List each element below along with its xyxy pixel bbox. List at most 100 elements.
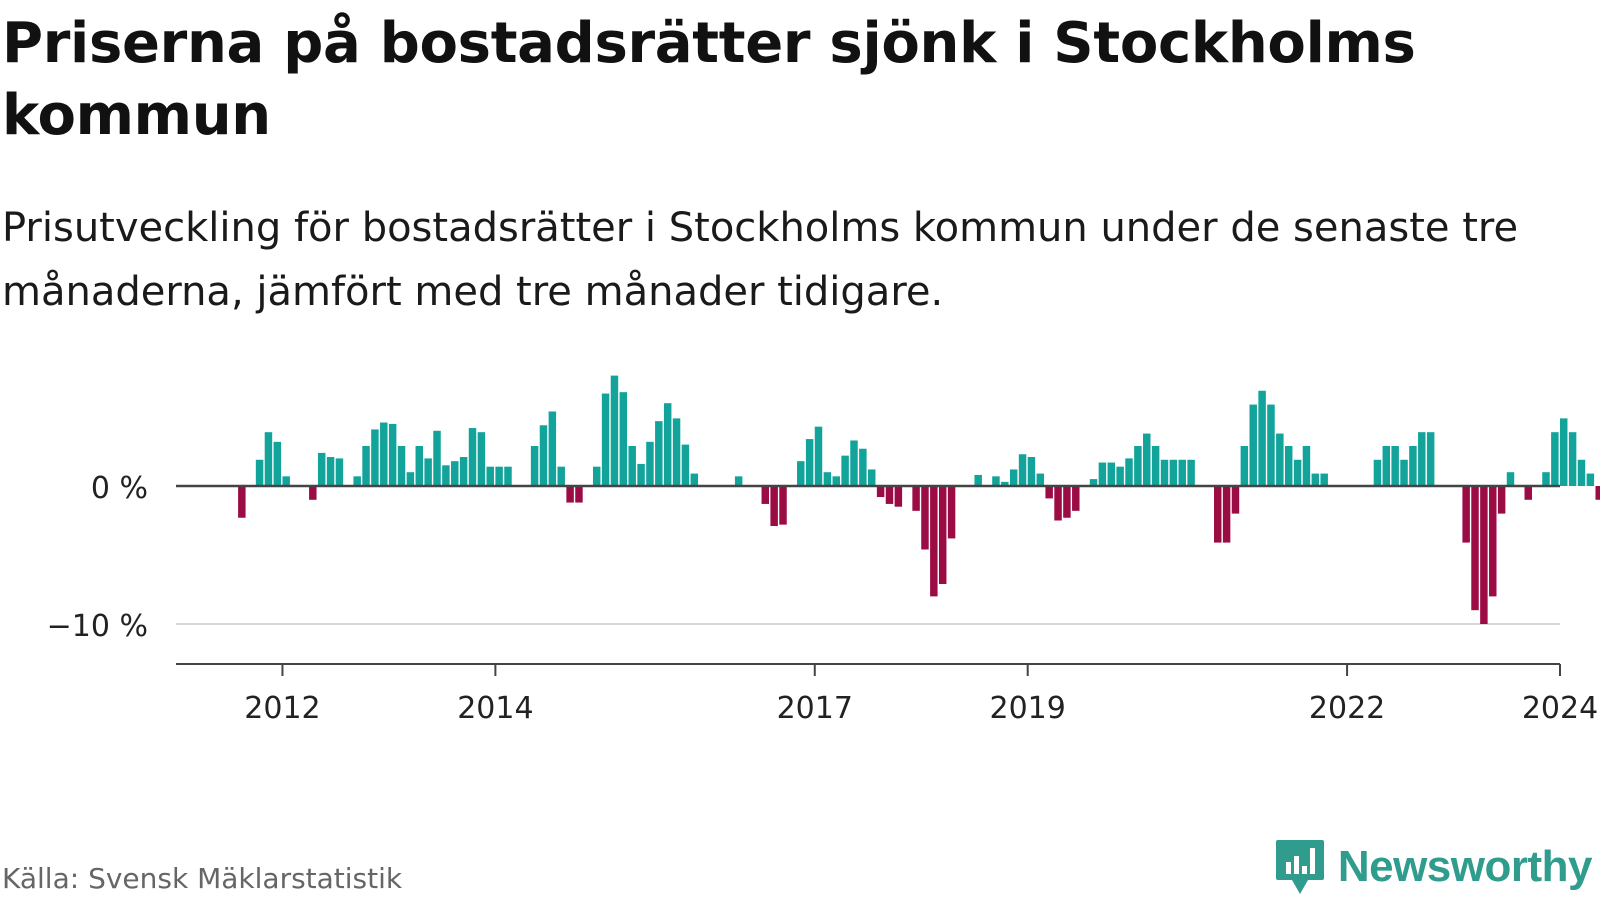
bar: [814, 426, 823, 486]
bar: [548, 411, 557, 486]
bar: [1418, 432, 1426, 486]
bar: [1151, 445, 1160, 486]
x-tick-label-3: 2019: [990, 691, 1066, 720]
bar: [867, 469, 876, 486]
bar: [805, 439, 814, 486]
bar: [690, 473, 699, 486]
bar: [539, 425, 548, 486]
bar: [1524, 486, 1532, 500]
bar: [1178, 459, 1186, 486]
bar: [1143, 433, 1151, 486]
x-tick-label-0: 2012: [244, 691, 320, 720]
bar: [282, 476, 290, 486]
bar: [797, 461, 805, 486]
bar: [530, 445, 539, 486]
bar: [592, 466, 601, 486]
bar: [451, 461, 459, 486]
bar: [1276, 433, 1284, 486]
bar: [1489, 486, 1497, 597]
bar: [575, 486, 583, 503]
bar: [1240, 445, 1249, 486]
bar: [309, 486, 317, 500]
bar: [663, 403, 672, 486]
bar: [1116, 466, 1124, 486]
bar: [1577, 459, 1586, 486]
bar: [734, 476, 743, 486]
bar: [619, 392, 628, 486]
bar: [1551, 432, 1559, 486]
bar: [841, 455, 849, 486]
bar: [433, 430, 441, 486]
bar: [894, 486, 903, 507]
bar: [761, 486, 770, 504]
bar: [1382, 445, 1391, 486]
bar: [1320, 473, 1328, 486]
bar: [1391, 445, 1399, 486]
bar: [779, 486, 787, 525]
bar: [921, 486, 929, 550]
bar: [1302, 445, 1311, 486]
bar: [832, 476, 840, 486]
brand-name: Newsworthy: [1337, 842, 1593, 891]
bar: [326, 457, 335, 486]
bar: [1586, 473, 1595, 486]
bar: [930, 486, 938, 597]
bar: [504, 466, 512, 486]
bar: [610, 375, 619, 486]
bar: [850, 440, 858, 486]
bar: [1134, 445, 1142, 486]
bar: [1231, 486, 1240, 514]
axes: [176, 484, 1561, 676]
bar: [681, 444, 690, 486]
bar: [1373, 459, 1382, 486]
bar: [566, 486, 574, 503]
bar: [495, 466, 503, 486]
bar: [1249, 404, 1257, 486]
newsworthy-logo-icon: [1275, 840, 1324, 894]
source-note: Källa: Svensk Mäklarstatistik: [2, 862, 403, 895]
bar: [486, 466, 494, 486]
bar: [1559, 418, 1568, 486]
chart-title: Priserna på bostadsrätter sjönk i Stockh…: [2, 11, 1416, 148]
bar: [1125, 458, 1133, 486]
bar: [1480, 486, 1488, 624]
bar: [1169, 459, 1178, 486]
bar: [1595, 486, 1600, 500]
bar: [823, 472, 832, 486]
bar: [415, 445, 424, 486]
bar: [1284, 445, 1293, 486]
bar: [1036, 473, 1045, 486]
bar: [1160, 459, 1169, 486]
y-tick-label-1: −10 %: [47, 609, 148, 644]
bar: [273, 441, 282, 486]
bar: [1089, 479, 1098, 486]
bar: [1542, 472, 1550, 486]
bars: [238, 375, 1600, 624]
bar: [655, 421, 663, 486]
bar: [770, 486, 778, 527]
bar: [646, 441, 654, 486]
bar: [397, 445, 406, 486]
bar: [424, 458, 432, 486]
bar: [1258, 390, 1266, 486]
bar: [992, 476, 1000, 486]
bar: [1045, 486, 1053, 499]
x-tick-label-4: 2022: [1309, 691, 1385, 720]
bar: [1471, 486, 1479, 611]
bar: [974, 474, 982, 486]
bar: [1409, 445, 1417, 486]
bar: [1018, 454, 1027, 486]
bar: [406, 472, 415, 486]
bar: [264, 432, 273, 486]
bar: [1426, 432, 1435, 486]
bar: [1506, 472, 1515, 486]
bar: [912, 486, 920, 511]
bar: [557, 466, 565, 486]
brand-logo: Newsworthy: [1274, 838, 1593, 896]
bar: [1187, 459, 1195, 486]
bar: [1311, 473, 1320, 486]
bar: [947, 486, 956, 539]
bar: [353, 476, 361, 486]
